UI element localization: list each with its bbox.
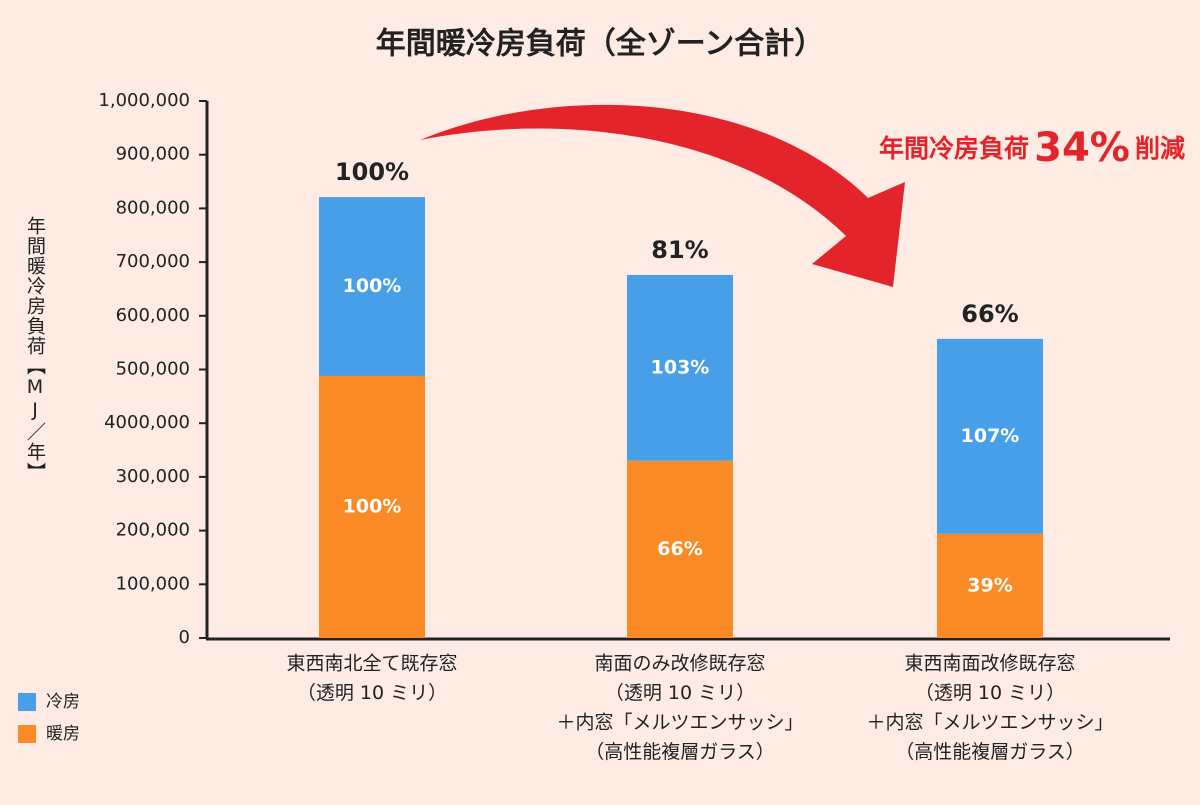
- y-tick-label: 300,000: [116, 466, 190, 487]
- total-label: 100%: [335, 158, 409, 186]
- y-tick-label: 200,000: [116, 520, 190, 541]
- bar-segment: [937, 533, 1043, 638]
- bar-segment: [627, 460, 733, 638]
- bar-segment: [319, 375, 425, 638]
- x-tick-label: ＋内窓「メルツエンサッシ」: [556, 712, 803, 734]
- bar-segment: [319, 197, 425, 376]
- legend-swatch: [18, 725, 36, 743]
- y-tick-label: 0: [179, 627, 190, 648]
- y-tick-label: 100,000: [116, 573, 190, 594]
- x-tick-label: 南面のみ改修既存窓: [594, 653, 765, 675]
- bar-segment: [627, 274, 733, 461]
- annotation: 年間冷房負荷 34% 削減: [879, 125, 1185, 171]
- x-tick-label: （高性能複層ガラス）: [895, 741, 1085, 763]
- annotation-highlight: 34%: [1034, 125, 1130, 171]
- bar-segment: [937, 338, 1043, 534]
- legend-label: 暖房: [46, 724, 80, 744]
- x-tick-label: （透明 10 ミリ）: [605, 682, 755, 704]
- legend-label: 冷房: [46, 692, 80, 712]
- x-tick-label: （透明 10 ミリ）: [915, 682, 1065, 704]
- chart-title: 年間暖冷房負荷（全ゾーン合計）: [376, 27, 825, 62]
- y-tick-label: 800,000: [116, 197, 190, 218]
- arrow: [420, 104, 905, 287]
- y-tick-label: 900,000: [116, 144, 190, 165]
- segment-label: 100%: [343, 275, 402, 297]
- segment-label: 107%: [961, 425, 1020, 447]
- segment-label: 66%: [657, 538, 702, 560]
- y-tick-label: 1,000,000: [98, 90, 190, 111]
- annotation-suffix: 削減: [1135, 134, 1185, 163]
- segment-label: 39%: [967, 574, 1012, 596]
- annotation-prefix: 年間冷房負荷: [879, 134, 1029, 163]
- segment-label: 100%: [343, 495, 402, 517]
- x-tick-label: 東西南北全て既存窓: [286, 653, 457, 675]
- y-tick-label: 700,000: [116, 251, 190, 272]
- x-tick-label: （透明 10 ミリ）: [297, 682, 447, 704]
- legend-swatch: [18, 693, 36, 711]
- total-label: 66%: [961, 300, 1018, 328]
- x-tick-label: 東西南面改修既存窓: [904, 653, 1075, 675]
- segment-label: 103%: [651, 356, 710, 378]
- x-tick-label: （高性能複層ガラス）: [585, 741, 775, 763]
- total-label: 81%: [651, 236, 708, 264]
- x-tick-label: ＋内窓「メルツエンサッシ」: [866, 712, 1113, 734]
- y-tick-label: 500,000: [116, 359, 190, 380]
- y-tick-label: 600,000: [116, 305, 190, 326]
- y-tick-label: 4000,000: [104, 412, 190, 433]
- y-axis-label: 年間暖冷房負荷【MJ／年】: [24, 216, 46, 482]
